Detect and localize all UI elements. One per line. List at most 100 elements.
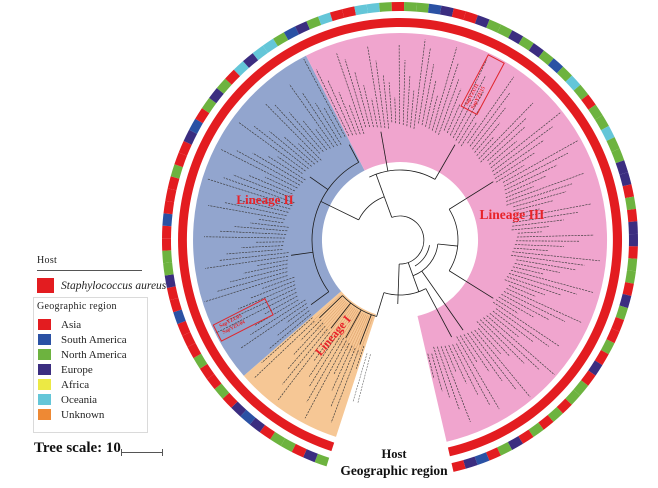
geo-segment <box>573 84 589 100</box>
geo-segment <box>201 97 217 114</box>
lineage-ii-label: Lineage II <box>236 192 293 207</box>
geo-segment <box>625 270 636 284</box>
geo-segment <box>306 16 322 30</box>
legend-label: South America <box>61 333 127 346</box>
geo-segment <box>547 407 563 422</box>
geo-segment <box>573 380 589 396</box>
geo-segment <box>243 53 259 68</box>
tree-scale-label: Tree scale: 10 <box>34 440 121 456</box>
geo-segment <box>416 2 430 13</box>
geo-segment <box>189 118 203 134</box>
geo-segment <box>486 447 501 461</box>
legend-row: Europe <box>38 362 127 377</box>
legend-swatch <box>38 334 51 345</box>
lineage-ii-sector <box>193 55 365 376</box>
geo-segment <box>428 3 442 15</box>
geographic-legend-box <box>33 297 148 433</box>
geo-segment <box>161 238 172 251</box>
geo-segment <box>622 282 634 296</box>
geo-segment <box>280 438 296 452</box>
geo-segment <box>295 21 310 35</box>
geo-segment <box>187 343 202 359</box>
geo-segment <box>627 258 638 272</box>
legend-swatch <box>38 349 51 360</box>
geo-segment <box>182 332 196 347</box>
legend-row: South America <box>38 332 127 347</box>
geo-segment <box>565 75 581 91</box>
geo-segment <box>314 453 330 467</box>
geo-segment <box>611 317 625 332</box>
geo-segment <box>497 442 513 456</box>
geo-segment <box>625 196 636 211</box>
geo-segment <box>474 15 490 28</box>
geo-segment <box>249 417 265 433</box>
legend-label: Unknown <box>61 408 105 421</box>
geo-segment <box>291 443 307 458</box>
geo-segment <box>366 2 380 14</box>
geo-segment <box>619 293 632 309</box>
geo-segment <box>163 200 175 215</box>
tree-scale-bar <box>121 449 163 457</box>
geo-segment <box>231 401 247 417</box>
geo-segment <box>252 45 268 61</box>
geo-segment <box>463 11 478 24</box>
legend-row: Africa <box>38 377 127 392</box>
geo-segment <box>538 50 554 66</box>
legend-row: Oceania <box>38 392 127 407</box>
geo-segment <box>169 297 182 313</box>
geo-segment <box>628 221 638 235</box>
legend-row: North America <box>38 347 127 362</box>
geo-segment <box>628 246 638 259</box>
geo-segment <box>329 9 345 22</box>
host-legend-underline <box>37 270 142 271</box>
legend-row: Asia <box>38 317 127 332</box>
geo-segment <box>404 2 417 12</box>
geo-segment <box>165 188 177 203</box>
geo-segment <box>439 5 454 17</box>
legend-label: Africa <box>61 378 90 391</box>
scale-bar-tick <box>162 449 163 456</box>
geo-segment <box>162 213 173 227</box>
geo-segment <box>474 452 490 465</box>
geo-segment <box>379 2 392 12</box>
geo-segment <box>270 431 286 446</box>
geo-segment <box>606 328 620 344</box>
geo-segment <box>594 115 609 131</box>
taxon-label-marks <box>204 39 600 423</box>
legend-swatch <box>38 319 51 330</box>
geo-segment <box>588 360 603 376</box>
geographic-region-ring <box>161 1 638 472</box>
legend-label: Europe <box>61 363 93 376</box>
geo-segment <box>547 58 564 74</box>
geo-segment <box>486 19 502 33</box>
geo-segment <box>497 24 513 39</box>
legend-swatch <box>38 364 51 375</box>
geo-segment <box>588 104 603 120</box>
geo-segment <box>173 309 186 325</box>
tree-branches <box>291 131 494 345</box>
legend-row: Unknown <box>38 407 127 422</box>
geo-segment <box>518 429 534 444</box>
geo-segment <box>611 148 625 164</box>
geo-segment <box>170 164 183 179</box>
legend-label: Asia <box>61 318 82 331</box>
geo-segment <box>556 66 572 82</box>
geo-segment <box>615 305 628 320</box>
geo-segment <box>162 225 172 239</box>
legend-swatch <box>38 379 51 390</box>
geo-segment <box>528 43 544 58</box>
geo-segment <box>600 339 615 355</box>
geo-segment <box>615 160 629 175</box>
highlight-box-lineage2: SapYZU04 SapYZU05 <box>212 298 274 342</box>
host-species-label: Staphylococcus aureus <box>61 279 167 292</box>
geo-segment <box>233 61 249 77</box>
geo-segment <box>354 4 368 16</box>
geo-segment <box>174 152 187 168</box>
geo-segment <box>183 129 198 145</box>
geo-segment <box>627 208 638 223</box>
geo-segment <box>601 125 615 141</box>
legend-label: Oceania <box>61 393 98 406</box>
geo-segment <box>508 30 524 45</box>
geo-segment <box>166 286 179 301</box>
